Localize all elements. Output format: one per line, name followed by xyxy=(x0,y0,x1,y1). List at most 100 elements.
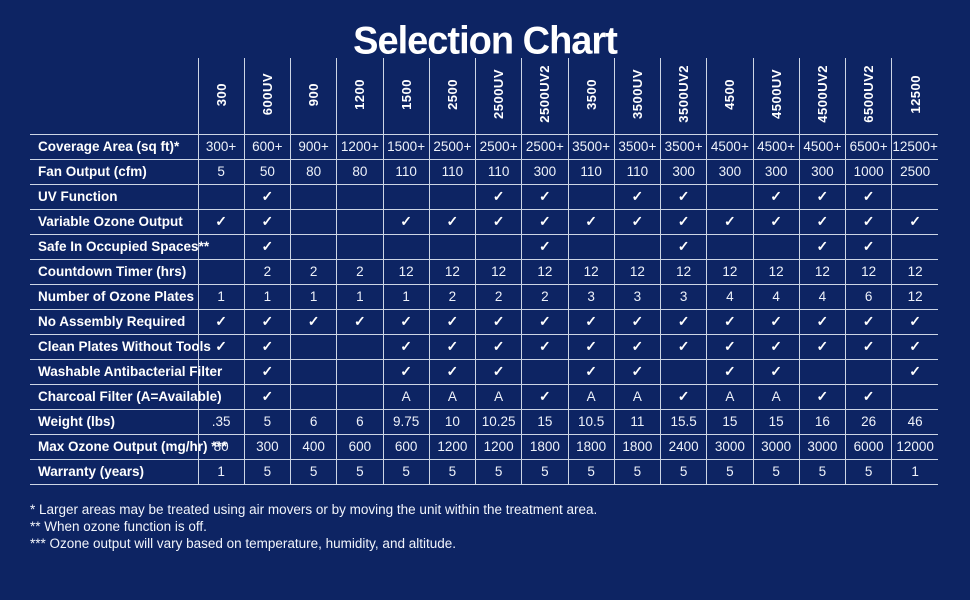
table-cell: 300 xyxy=(243,433,291,459)
table-cell: 5 xyxy=(521,458,568,485)
table-cell: 600+ xyxy=(243,133,291,159)
table-cell: ✓ xyxy=(474,333,522,359)
footnote: *** Ozone output will vary based on temp… xyxy=(30,536,456,552)
table-cell xyxy=(197,383,245,409)
table-cell: ✓ xyxy=(613,358,661,384)
column-header: 4500 xyxy=(706,58,753,134)
column-header: 12500 xyxy=(891,58,938,134)
table-cell: 300 xyxy=(521,158,568,184)
footnotes: * Larger areas may be treated using air … xyxy=(30,501,970,553)
column-header-label: 1500 xyxy=(398,78,414,110)
table-cell: ✓ xyxy=(382,333,430,359)
table-row: UV Function ✓ ✓ ✓ ✓ ✓ ✓ ✓ ✓ xyxy=(30,183,938,209)
table-cell: 110 xyxy=(613,158,661,184)
table-cell: ✓ xyxy=(659,308,707,334)
table-row: Max Ozone Output (mg/hr) *** 80 300 400 600 6… xyxy=(30,433,938,459)
table-row: Weight (lbs) .35 5 6 6 9.75 10 10.25 15 10.5 11 15.… xyxy=(30,408,938,434)
table-cell: 4 xyxy=(798,283,846,309)
table-cell: 4500+ xyxy=(798,133,846,159)
table-row: Charcoal Filter (A=Available) ✓ A A A ✓ A A ✓ A A ✓… xyxy=(30,383,938,409)
table-cell: ✓ xyxy=(428,208,476,234)
table-cell: ✓ xyxy=(706,208,753,234)
column-header: 4500UV2 xyxy=(798,58,846,134)
row-label: Warranty (years) xyxy=(30,458,198,485)
table-cell xyxy=(567,183,615,209)
table-cell: ✓ xyxy=(613,308,661,334)
row-label: Washable Antibacterial Filter xyxy=(30,358,222,384)
table-cell: 2400 xyxy=(659,433,707,459)
table-cell: 12 xyxy=(474,258,522,284)
table-cell xyxy=(659,358,707,384)
table-cell: A xyxy=(382,383,430,409)
table-cell: 3500+ xyxy=(659,133,707,159)
table-cell: A xyxy=(474,383,522,409)
table-cell: ✓ xyxy=(474,208,522,234)
table-cell: ✓ xyxy=(752,358,800,384)
row-label: Weight (lbs) xyxy=(30,408,198,434)
table-cell: 2 xyxy=(289,258,337,284)
table-cell xyxy=(706,183,753,209)
table-cell xyxy=(613,233,661,259)
table-cell: ✓ xyxy=(844,308,892,334)
footnote: ** When ozone function is off. xyxy=(30,518,207,534)
table-cell: 1000 xyxy=(844,158,892,184)
table-cell: ✓ xyxy=(474,308,522,334)
table-cell: A xyxy=(428,383,476,409)
table-cell: ✓ xyxy=(474,358,522,384)
table-cell: 5 xyxy=(752,458,800,485)
table-cell xyxy=(289,208,337,234)
table-cell xyxy=(706,233,753,259)
table-cell xyxy=(382,233,430,259)
table-cell: 4 xyxy=(752,283,800,309)
column-header: 600UV xyxy=(243,58,291,134)
table-cell: 12 xyxy=(891,283,938,309)
table-cell: 1 xyxy=(382,283,430,309)
table-cell: ✓ xyxy=(613,208,661,234)
corner-cell xyxy=(30,58,198,134)
table-cell: ✓ xyxy=(798,233,846,259)
row-label: UV Function xyxy=(30,183,198,209)
table-cell: 2 xyxy=(474,283,522,309)
table-cell: 110 xyxy=(428,158,476,184)
table-cell: 1500+ xyxy=(382,133,430,159)
column-header-label: 900 xyxy=(306,82,322,106)
table-cell: 900+ xyxy=(289,133,337,159)
column-header-label: 3500UV2 xyxy=(676,65,692,124)
table-cell xyxy=(844,358,892,384)
table-cell xyxy=(798,358,846,384)
table-row: No Assembly Required ✓ ✓ ✓ ✓ ✓ ✓ ✓ ✓ ✓ ✓ ✓ ✓ ✓ ✓ ✓ ✓ xyxy=(30,308,938,334)
table-cell: A xyxy=(613,383,661,409)
table-cell: 2 xyxy=(336,258,383,284)
table-cell: 300 xyxy=(706,158,753,184)
table-cell: 50 xyxy=(243,158,291,184)
row-label: Coverage Area (sq ft)* xyxy=(30,133,198,159)
table-row: Variable Ozone Output ✓ ✓ ✓ ✓ ✓ ✓ ✓ ✓ ✓ ✓ ✓ ✓ ✓ ✓ xyxy=(30,208,938,234)
table-row: Washable Antibacterial Filter ✓ ✓ ✓ ✓ ✓ ✓ ✓ ✓ ✓ xyxy=(30,358,938,384)
column-header-label: 3500UV xyxy=(629,69,645,120)
column-header: 2500UV2 xyxy=(521,58,568,134)
table-cell: ✓ xyxy=(752,183,800,209)
table-cell: 5 xyxy=(382,458,430,485)
table-cell: ✓ xyxy=(891,333,938,359)
table-cell: 5 xyxy=(428,458,476,485)
table-cell: ✓ xyxy=(891,208,938,234)
table-cell xyxy=(891,383,938,409)
table-cell: 5 xyxy=(706,458,753,485)
row-label: Variable Ozone Output xyxy=(30,208,198,234)
table-cell: 2500+ xyxy=(521,133,568,159)
table-cell: 3000 xyxy=(798,433,846,459)
column-header: 1200 xyxy=(336,58,383,134)
column-header: 2500UV xyxy=(474,58,522,134)
table-cell: 6500+ xyxy=(844,133,892,159)
table-cell: ✓ xyxy=(521,183,568,209)
table-cell xyxy=(521,358,568,384)
table-row: Clean Plates Without Tools ✓ ✓ ✓ ✓ ✓ ✓ ✓ ✓ ✓ ✓ ✓ ✓ ✓ ✓ xyxy=(30,333,938,359)
table-cell xyxy=(289,358,337,384)
table-cell: 12500+ xyxy=(891,133,938,159)
table-cell: 5 xyxy=(243,408,291,434)
table-cell xyxy=(891,183,938,209)
table-cell: ✓ xyxy=(428,308,476,334)
table-cell: 12 xyxy=(428,258,476,284)
table-cell: 3000 xyxy=(706,433,753,459)
table-cell xyxy=(197,358,245,384)
